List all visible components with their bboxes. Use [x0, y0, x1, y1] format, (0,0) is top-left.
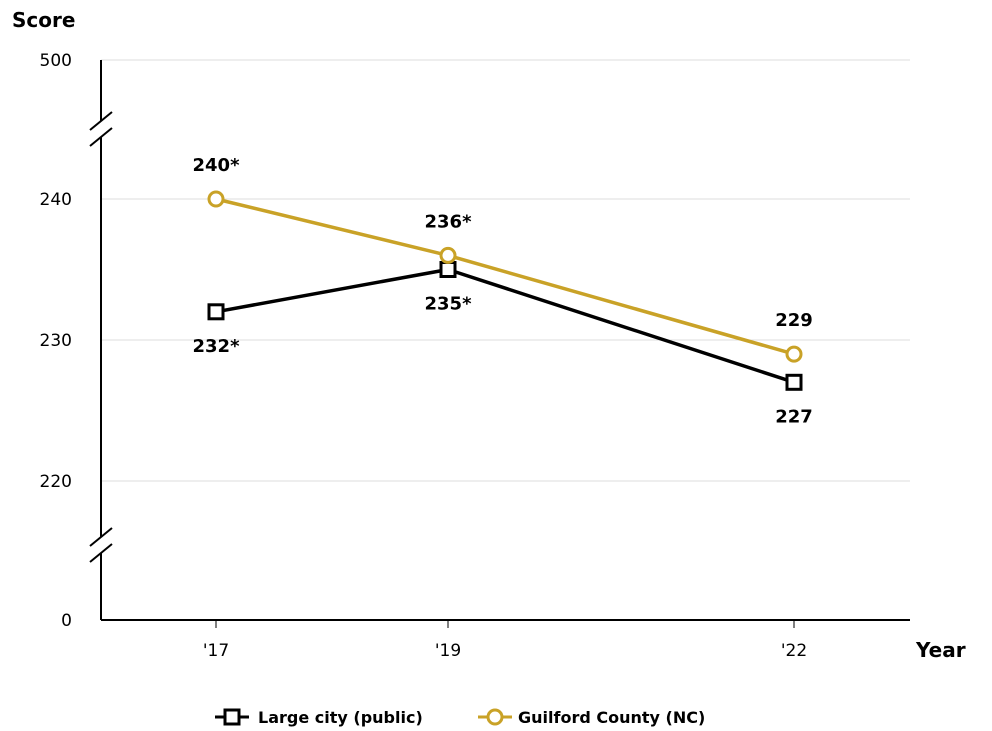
gridlines	[101, 59, 910, 482]
data-label: 232*	[193, 336, 241, 357]
x-axis-title: Year	[915, 638, 966, 662]
square-marker	[785, 373, 803, 391]
circle-marker	[439, 246, 457, 264]
y-tick-label-220: 220	[40, 472, 72, 492]
axis-break-lower-a	[89, 527, 113, 547]
axis-break-lower-b	[89, 543, 113, 563]
series-line-0	[215, 267, 795, 384]
square-marker	[207, 303, 225, 321]
legend-label-1: Guilford County (NC)	[518, 708, 705, 727]
legend-square-marker	[223, 708, 241, 726]
y-tick-label-230: 230	[40, 331, 72, 351]
y-tick-label-500: 500	[40, 51, 72, 71]
y-tick-label-0: 0	[61, 611, 72, 631]
y-axis-title: Score	[12, 8, 75, 32]
data-label: 236*	[425, 211, 473, 232]
series-line-1	[215, 197, 795, 356]
axis-break-upper-a	[89, 111, 113, 131]
axes: 0 220 230 240 500 '17 '19 '22	[40, 51, 910, 661]
data-label: 227	[775, 406, 813, 427]
x-tick-label: '19	[435, 641, 461, 661]
axis-break-upper-b	[89, 127, 113, 147]
data-labels: 232* 235* 227 240* 236* 229	[193, 155, 813, 427]
series-lines	[207, 190, 803, 391]
x-tick-label: '17	[203, 641, 229, 661]
data-label: 229	[775, 310, 813, 331]
circle-marker	[207, 190, 225, 208]
data-label: 235*	[425, 294, 473, 315]
legend: Large city (public) Guilford County (NC)	[215, 708, 705, 727]
square-marker	[439, 261, 457, 278]
x-tick-label: '22	[781, 641, 807, 661]
legend-label-0: Large city (public)	[258, 708, 423, 727]
legend-circle-marker	[486, 708, 504, 726]
y-tick-label-240: 240	[40, 190, 72, 210]
data-label: 240*	[193, 155, 241, 176]
circle-marker	[785, 345, 803, 363]
